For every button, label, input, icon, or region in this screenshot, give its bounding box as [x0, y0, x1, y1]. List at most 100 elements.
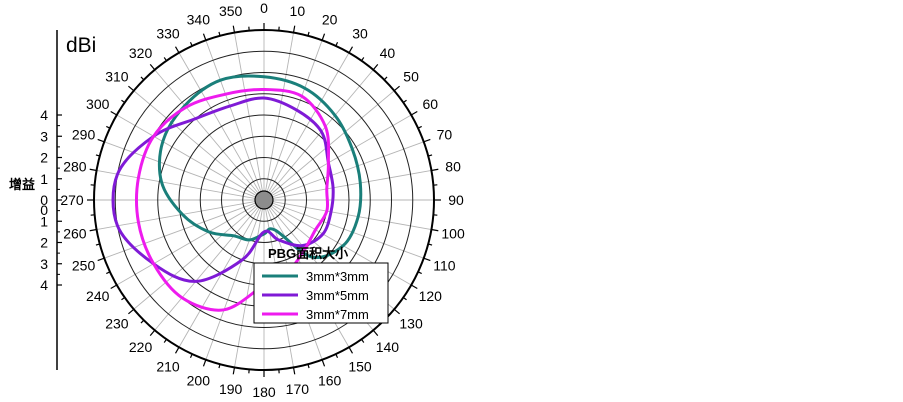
angle-tick [402, 297, 407, 301]
angle-label: 50 [403, 69, 419, 85]
angle-tick [393, 308, 400, 315]
angle-tick [140, 76, 145, 81]
angle-tick [149, 329, 156, 336]
angle-tick [393, 85, 400, 92]
legend-entry: 3mm*7mm [306, 307, 369, 322]
angle-tick [335, 42, 339, 47]
angle-tick [348, 346, 354, 354]
grid-spoke [116, 203, 258, 286]
grid-spoke [104, 202, 257, 259]
radial-tick-label: 4 [40, 107, 48, 123]
angle-tick [417, 125, 422, 129]
grid-spoke [266, 40, 323, 193]
angle-tick [410, 284, 418, 290]
grid-spoke [271, 202, 424, 259]
legend-entry: 3mm*5mm [306, 288, 369, 303]
angle-label: 340 [187, 12, 211, 28]
angle-label: 170 [286, 381, 310, 397]
angle-tick [110, 284, 118, 290]
angle-tick [106, 125, 111, 129]
radial-tick-label: 1 [40, 213, 48, 229]
angle-tick [232, 367, 236, 375]
angle-tick [417, 271, 422, 275]
grid-ring [221, 157, 307, 243]
angle-label: 70 [437, 126, 453, 142]
grid-spoke [116, 114, 258, 197]
series-curve-1 [157, 74, 363, 260]
angle-tick [174, 346, 180, 354]
radial-tick-label: 4 [40, 277, 48, 293]
angle-tick [232, 25, 236, 33]
grid-spoke [96, 200, 257, 230]
grid-ring [242, 178, 286, 222]
angle-tick [402, 99, 407, 103]
angle-label: 110 [433, 258, 456, 274]
grid-spoke [205, 40, 262, 193]
grid-spoke [271, 200, 432, 230]
angle-tick [202, 33, 207, 41]
angle-tick [97, 257, 105, 262]
grid-spoke [178, 52, 261, 194]
angle-tick [361, 57, 365, 62]
angle-label: 40 [380, 45, 396, 61]
angle-label: 190 [219, 381, 243, 397]
legend-entry: 3mm*3mm [306, 269, 369, 284]
grid-spoke [271, 170, 432, 200]
unit-label: dBi [66, 34, 96, 57]
angle-label: 240 [86, 288, 110, 304]
radial-tick-label: 1 [40, 171, 48, 187]
angle-label: 290 [72, 126, 96, 142]
angle-tick [174, 46, 180, 54]
grid-spoke [270, 114, 412, 197]
angle-tick [321, 359, 326, 367]
axis-label: 增益 [9, 177, 35, 192]
radial-tick-label: 0 [40, 202, 48, 218]
angle-label: 80 [445, 159, 461, 175]
grid-spoke [154, 69, 260, 195]
angle-tick [292, 367, 296, 375]
angle-label: 310 [105, 69, 129, 85]
angle-tick [361, 338, 365, 343]
radial-tick-label: 3 [40, 128, 48, 144]
angle-tick [372, 64, 379, 71]
angle-tick [140, 319, 145, 324]
grid-spoke [264, 32, 294, 193]
angle-tick [121, 99, 126, 103]
angle-label: 30 [352, 26, 368, 42]
radial-tick-label: 3 [40, 256, 48, 272]
angle-tick [202, 359, 207, 367]
angle-label: 230 [105, 315, 129, 331]
angle-tick [383, 76, 388, 81]
angle-tick [89, 228, 97, 232]
angle-tick [307, 31, 310, 36]
radial-tick-label: 0 [40, 192, 48, 208]
angle-tick [95, 154, 100, 157]
angle-label: 330 [156, 26, 180, 42]
angle-tick [423, 257, 431, 262]
angle-label: 0 [260, 0, 268, 16]
grid-spoke [178, 206, 261, 348]
angle-label: 200 [187, 372, 211, 388]
grid-spoke [205, 207, 262, 360]
angle-tick [348, 46, 354, 54]
angle-label: 20 [322, 12, 338, 28]
grid-spoke [96, 170, 257, 200]
legend: PBG面积大小 3mm*3mm 3mm*5mm 3mm*7mm [253, 246, 389, 324]
angle-tick [110, 110, 118, 116]
angle-tick [95, 243, 100, 246]
angle-tick [372, 329, 379, 336]
grid-spoke [271, 141, 424, 198]
grid-spoke [154, 205, 260, 331]
angle-tick [163, 338, 167, 343]
grid-spoke [234, 32, 264, 193]
angle-label: 280 [63, 159, 87, 175]
angle-label: 160 [318, 372, 342, 388]
center-disk [254, 190, 274, 210]
angle-label: 320 [129, 45, 153, 61]
angle-label: 60 [422, 96, 438, 112]
angle-tick [431, 168, 439, 172]
angle-label: 120 [419, 288, 443, 304]
angle-tick [97, 138, 105, 143]
